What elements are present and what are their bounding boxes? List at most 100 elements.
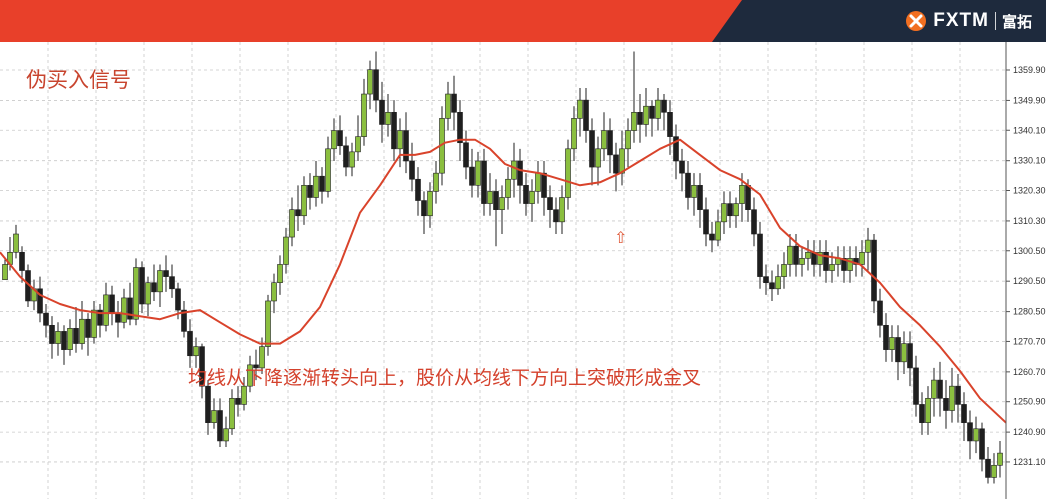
- candle-body-bear: [769, 282, 775, 290]
- candle: [481, 148, 487, 216]
- candle: [901, 331, 907, 374]
- candle: [535, 160, 541, 204]
- candle-body-bull: [739, 185, 745, 204]
- candle-body-bear: [469, 166, 475, 186]
- candle: [649, 100, 655, 137]
- candle-body-bull: [367, 69, 373, 95]
- candle: [679, 148, 685, 192]
- candle: [529, 179, 535, 222]
- candle: [517, 148, 523, 204]
- y-tick-label: 1300.50: [1013, 246, 1046, 256]
- candle: [307, 173, 313, 210]
- candle: [385, 94, 391, 137]
- chart-grid: [0, 42, 1006, 499]
- candle: [565, 139, 571, 210]
- candle-body-bull: [799, 258, 805, 265]
- candle-body-bull: [445, 93, 451, 119]
- candle-body-bear: [907, 343, 913, 369]
- candle-body-bull: [2, 264, 8, 280]
- candle: [499, 185, 505, 235]
- candle-body-bull: [865, 239, 871, 253]
- candle: [223, 416, 229, 448]
- candle: [775, 264, 781, 295]
- candle: [751, 197, 757, 247]
- candle-body-bear: [703, 209, 709, 235]
- candle: [121, 288, 127, 329]
- candle-body-bull: [397, 130, 403, 150]
- candle-body-bull: [67, 328, 73, 350]
- candle-body-bull: [355, 136, 361, 153]
- candle-body-bull: [559, 197, 565, 223]
- candle-body-bear: [637, 111, 643, 125]
- candle: [97, 304, 103, 338]
- candle-body-bear: [871, 239, 877, 302]
- candle-body-bull: [805, 251, 811, 259]
- candle: [583, 87, 589, 143]
- brand-name-cn: 富拓: [1001, 12, 1032, 31]
- candle-body-bear: [307, 185, 313, 198]
- candle: [73, 307, 79, 353]
- candle-body-bear: [589, 130, 595, 168]
- candle: [823, 240, 829, 283]
- candle-body-bear: [541, 172, 547, 198]
- candle-body-bear: [523, 185, 529, 204]
- candle: [697, 173, 703, 228]
- candle-body-bear: [379, 99, 385, 125]
- candle: [205, 380, 211, 435]
- y-tick-label: 1310.30: [1013, 216, 1046, 226]
- candle-body-bull: [121, 297, 127, 323]
- candle: [157, 264, 163, 308]
- candle-body-bull: [55, 331, 61, 344]
- candle: [607, 118, 613, 174]
- candle: [769, 270, 775, 301]
- candle-body-bear: [979, 428, 985, 460]
- candle-body-bull: [859, 251, 865, 265]
- candle: [865, 227, 871, 271]
- candle-body-bear: [853, 258, 859, 265]
- candle: [169, 264, 175, 298]
- candle: [931, 367, 937, 417]
- candle-body-bull: [565, 148, 571, 198]
- candle: [391, 100, 397, 161]
- candle-body-bear: [685, 172, 691, 198]
- candle: [211, 398, 217, 429]
- candle: [703, 197, 709, 247]
- candle: [187, 319, 193, 368]
- candle: [685, 160, 691, 210]
- candle-body-bear: [451, 93, 457, 113]
- candle-body-bull: [499, 197, 505, 210]
- candle: [949, 367, 955, 423]
- candle: [853, 246, 859, 277]
- candle: [805, 240, 811, 271]
- candle-body-bear: [757, 233, 763, 277]
- candle: [991, 453, 997, 484]
- candle: [235, 386, 241, 417]
- candle: [883, 313, 889, 362]
- candle-body-bull: [721, 203, 727, 223]
- candle: [109, 285, 115, 326]
- candle: [79, 300, 85, 350]
- candle-body-bull: [505, 178, 511, 198]
- candle-body-bull: [211, 410, 217, 423]
- candle-body-bull: [103, 294, 109, 326]
- candle-body-bear: [955, 385, 961, 405]
- candle-body-bear: [343, 145, 349, 168]
- candle: [283, 227, 289, 274]
- candle: [727, 191, 733, 228]
- candle: [115, 300, 121, 338]
- candle-body-bear: [49, 325, 55, 344]
- candle: [619, 130, 625, 186]
- candle-body-bear: [481, 160, 487, 204]
- candle: [505, 167, 511, 210]
- candle: [595, 136, 601, 186]
- candle: [337, 115, 343, 155]
- y-tick-label: 1240.90: [1013, 427, 1046, 437]
- candle: [691, 173, 697, 216]
- candle: [889, 325, 895, 362]
- candle: [199, 343, 205, 399]
- candle: [955, 373, 961, 423]
- candle-body-bull: [385, 111, 391, 125]
- y-tick-label: 1340.10: [1013, 125, 1046, 135]
- y-tick-label: 1290.50: [1013, 276, 1046, 286]
- candle: [733, 197, 739, 228]
